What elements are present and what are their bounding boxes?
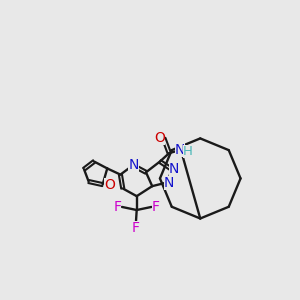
Text: O: O xyxy=(104,178,115,192)
Text: O: O xyxy=(154,131,165,146)
Text: F: F xyxy=(113,200,121,214)
Text: N: N xyxy=(164,176,174,190)
Text: N: N xyxy=(128,158,139,172)
Text: H: H xyxy=(183,145,193,158)
Text: N: N xyxy=(169,162,179,176)
Text: F: F xyxy=(152,200,160,214)
Text: F: F xyxy=(132,221,140,235)
Text: N: N xyxy=(175,143,185,157)
